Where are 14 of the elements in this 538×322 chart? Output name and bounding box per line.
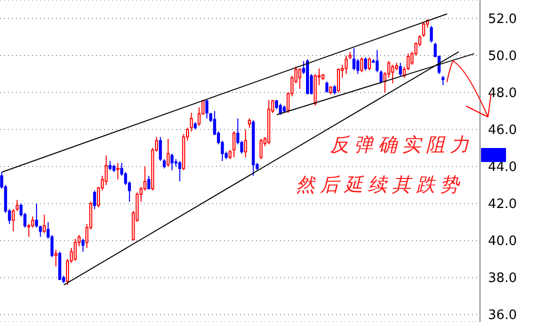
candlestick xyxy=(190,112,193,132)
annotation: 然后延续其跌势 xyxy=(296,173,464,198)
y-tick-label: 38.0 xyxy=(488,271,517,286)
annotation: 反弹确实阻力 xyxy=(330,133,474,158)
y-tick-label: 44.0 xyxy=(488,160,517,176)
y-tick-label: 46.0 xyxy=(488,123,517,138)
y-tick-label: 42.0 xyxy=(488,197,517,212)
candlestick xyxy=(116,162,120,180)
y-tick-label: 36.0 xyxy=(488,308,517,322)
y-tick-label: 48.0 xyxy=(488,86,517,102)
y-tick-label: 52.0 xyxy=(488,12,517,28)
candlestick xyxy=(244,129,248,158)
y-tick-label: 50.0 xyxy=(488,49,517,64)
y-tick-label: 40.0 xyxy=(488,234,517,250)
